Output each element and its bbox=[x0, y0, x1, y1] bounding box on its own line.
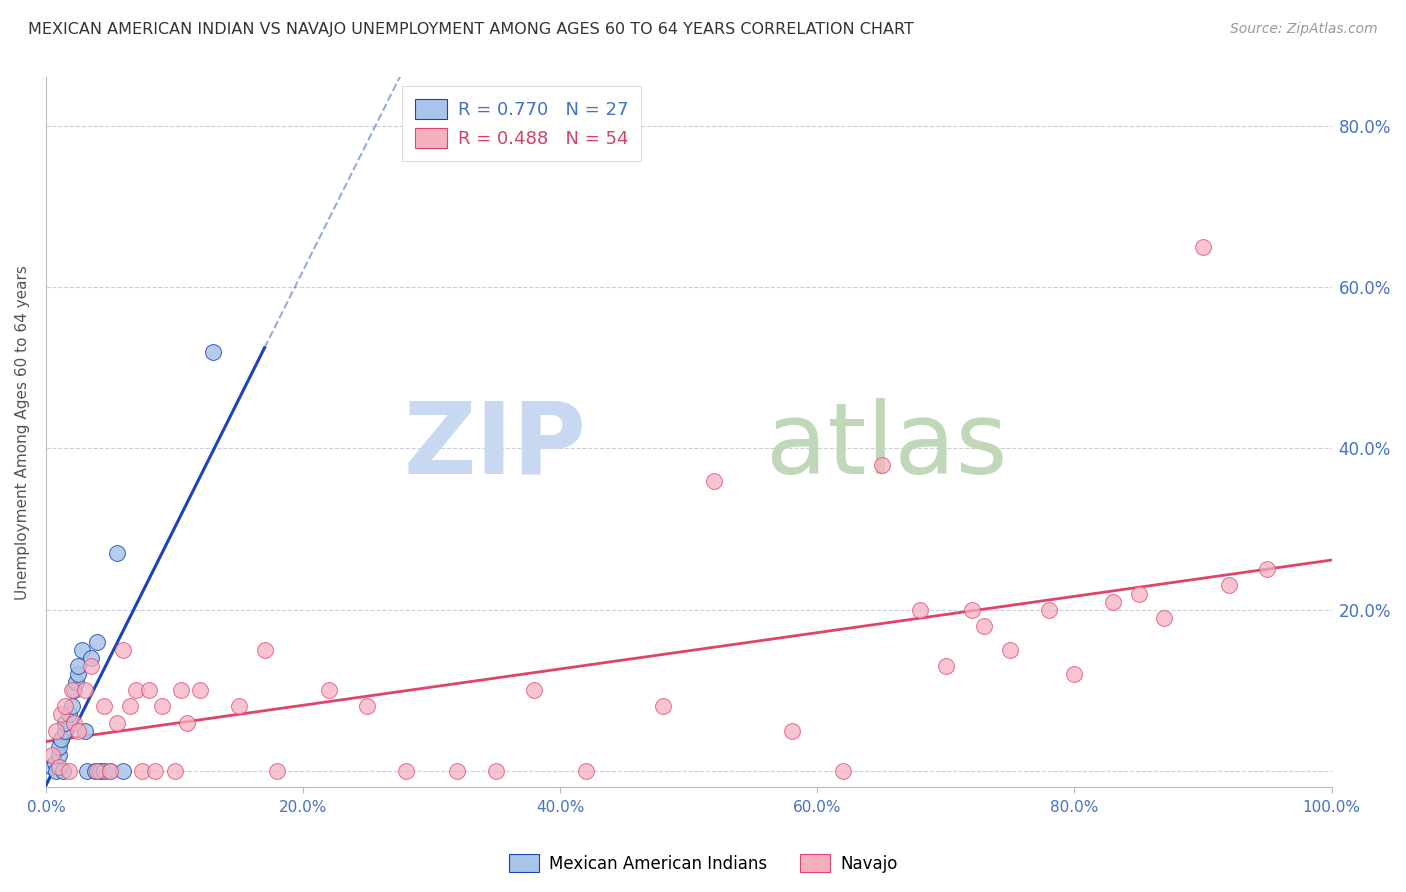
Point bbox=[70, 643, 93, 657]
Point bbox=[80, 659, 103, 673]
Point bbox=[170, 683, 193, 698]
Point bbox=[973, 619, 995, 633]
Point bbox=[83, 764, 105, 778]
Legend: R = 0.770   N = 27, R = 0.488   N = 54: R = 0.770 N = 27, R = 0.488 N = 54 bbox=[402, 87, 641, 161]
Point bbox=[266, 764, 288, 778]
Point bbox=[908, 602, 931, 616]
Point bbox=[73, 683, 96, 698]
Point bbox=[832, 764, 855, 778]
Point bbox=[138, 683, 160, 698]
Point bbox=[52, 764, 75, 778]
Point bbox=[76, 764, 98, 778]
Point bbox=[73, 723, 96, 738]
Point bbox=[125, 683, 148, 698]
Point bbox=[67, 659, 90, 673]
Point bbox=[58, 707, 80, 722]
Point bbox=[53, 715, 76, 730]
Point bbox=[1038, 602, 1060, 616]
Text: atlas: atlas bbox=[766, 398, 1008, 495]
Point bbox=[188, 683, 211, 698]
Point bbox=[105, 546, 128, 560]
Y-axis label: Unemployment Among Ages 60 to 64 years: Unemployment Among Ages 60 to 64 years bbox=[15, 265, 30, 599]
Point bbox=[202, 344, 225, 359]
Point bbox=[703, 474, 725, 488]
Point bbox=[48, 739, 70, 754]
Point bbox=[98, 764, 121, 778]
Point bbox=[780, 723, 803, 738]
Point bbox=[318, 683, 340, 698]
Point bbox=[485, 764, 508, 778]
Legend: Mexican American Indians, Navajo: Mexican American Indians, Navajo bbox=[502, 847, 904, 880]
Point bbox=[118, 699, 141, 714]
Point bbox=[870, 458, 893, 472]
Point bbox=[176, 715, 198, 730]
Point bbox=[523, 683, 546, 698]
Point bbox=[53, 699, 76, 714]
Point bbox=[89, 764, 111, 778]
Point bbox=[112, 764, 135, 778]
Point bbox=[935, 659, 957, 673]
Point bbox=[80, 651, 103, 665]
Point bbox=[143, 764, 166, 778]
Point bbox=[652, 699, 675, 714]
Point bbox=[45, 764, 67, 778]
Point bbox=[60, 699, 83, 714]
Point bbox=[86, 764, 108, 778]
Point bbox=[41, 747, 63, 762]
Point bbox=[98, 764, 121, 778]
Point bbox=[51, 731, 73, 746]
Text: ZIP: ZIP bbox=[404, 398, 586, 495]
Point bbox=[63, 683, 86, 698]
Point bbox=[41, 760, 63, 774]
Point bbox=[51, 707, 73, 722]
Point bbox=[112, 643, 135, 657]
Point bbox=[998, 643, 1021, 657]
Point bbox=[93, 764, 115, 778]
Point bbox=[960, 602, 983, 616]
Point bbox=[1192, 240, 1215, 254]
Point bbox=[48, 747, 70, 762]
Point bbox=[63, 715, 86, 730]
Point bbox=[1153, 611, 1175, 625]
Point bbox=[67, 723, 90, 738]
Text: MEXICAN AMERICAN INDIAN VS NAVAJO UNEMPLOYMENT AMONG AGES 60 TO 64 YEARS CORRELA: MEXICAN AMERICAN INDIAN VS NAVAJO UNEMPL… bbox=[28, 22, 914, 37]
Point bbox=[44, 756, 66, 770]
Point bbox=[53, 723, 76, 738]
Point bbox=[60, 683, 83, 698]
Point bbox=[45, 723, 67, 738]
Point bbox=[1218, 578, 1240, 592]
Point bbox=[150, 699, 173, 714]
Point bbox=[86, 635, 108, 649]
Point bbox=[228, 699, 250, 714]
Point bbox=[395, 764, 418, 778]
Point bbox=[356, 699, 378, 714]
Point bbox=[575, 764, 598, 778]
Point bbox=[48, 760, 70, 774]
Point bbox=[65, 675, 87, 690]
Point bbox=[67, 667, 90, 681]
Point bbox=[93, 699, 115, 714]
Point bbox=[163, 764, 186, 778]
Point bbox=[1128, 586, 1150, 600]
Text: Source: ZipAtlas.com: Source: ZipAtlas.com bbox=[1230, 22, 1378, 37]
Point bbox=[1063, 667, 1085, 681]
Point bbox=[1102, 594, 1125, 608]
Point bbox=[58, 764, 80, 778]
Point bbox=[253, 643, 276, 657]
Point bbox=[1256, 562, 1278, 576]
Point bbox=[105, 715, 128, 730]
Point bbox=[446, 764, 468, 778]
Point bbox=[131, 764, 153, 778]
